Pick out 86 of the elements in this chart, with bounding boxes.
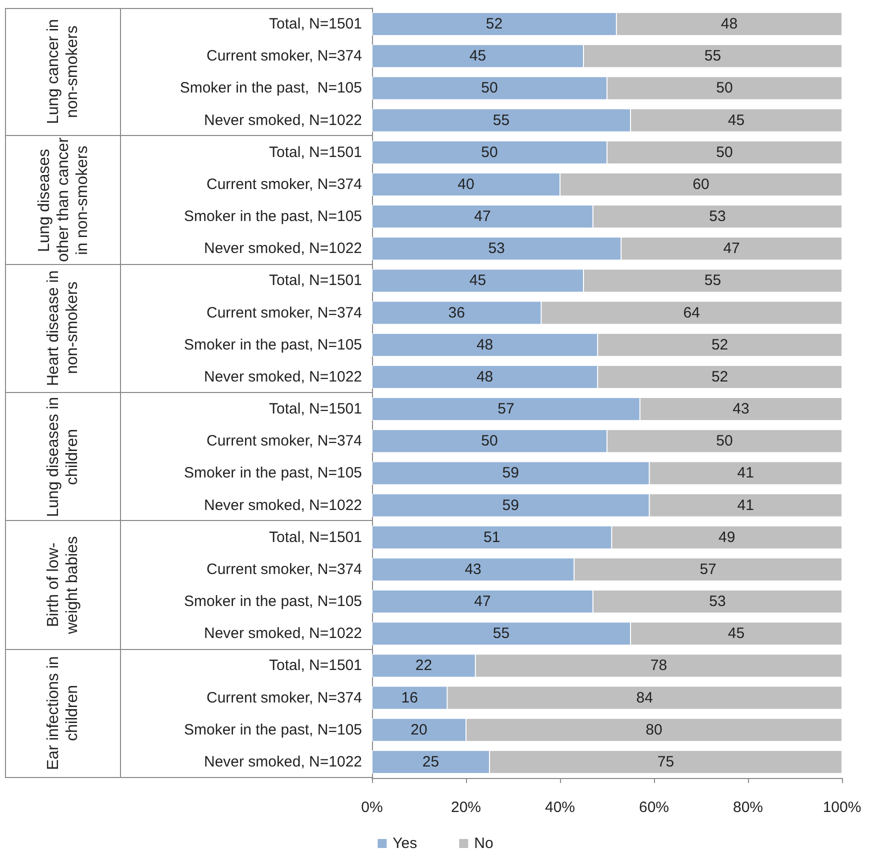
y-tick-label: Never smoked, N=1022 bbox=[204, 753, 362, 770]
x-tick-label: 100% bbox=[822, 799, 862, 816]
data-label: 57 bbox=[700, 560, 716, 578]
data-label: 78 bbox=[650, 657, 668, 674]
y-tick-label: Total, N=1501 bbox=[269, 528, 362, 546]
data-label: 60 bbox=[692, 176, 710, 193]
y-tick-label: Smoker in the past, N=105 bbox=[184, 208, 362, 226]
text: Lung diseases in children bbox=[44, 396, 82, 519]
y-tick-label: Current smoker, N=374 bbox=[206, 432, 362, 450]
text: Ear infections in children bbox=[44, 655, 82, 772]
y-tick-label: Never smoked, N=1022 bbox=[204, 496, 362, 514]
data-label: 47 bbox=[723, 240, 740, 258]
data-label: 80 bbox=[646, 721, 662, 738]
data-label: 53 bbox=[709, 593, 726, 610]
data-label: 50 bbox=[481, 432, 498, 450]
y-tick-label: Current smoker, N=374 bbox=[206, 560, 362, 578]
text: Heart disease in non-smokers bbox=[44, 270, 82, 388]
x-tick-label: 80% bbox=[732, 799, 764, 816]
y-tick-label: Current smoker, N=374 bbox=[206, 48, 362, 65]
data-label: 43 bbox=[464, 560, 482, 578]
y-tick-label: Smoker in the past, N=105 bbox=[184, 464, 362, 482]
data-label: 48 bbox=[476, 336, 494, 354]
y-tick-label: Total, N=1501 bbox=[269, 400, 362, 418]
data-label: 25 bbox=[422, 753, 440, 770]
data-label: 45 bbox=[728, 112, 745, 129]
y-tick-label: Never smoked, N=1022 bbox=[204, 112, 362, 129]
data-label: 20 bbox=[410, 721, 428, 738]
y-tick-label: Total, N=1501 bbox=[269, 272, 362, 290]
data-label: 36 bbox=[448, 304, 465, 322]
legend-label: No bbox=[474, 835, 494, 852]
y-tick-label: Smoker in the past, N=105 bbox=[184, 721, 362, 738]
y-tick-label: Current smoker, N=374 bbox=[206, 689, 362, 706]
data-label: 84 bbox=[636, 689, 653, 706]
data-label: 22 bbox=[415, 657, 432, 674]
data-label: 50 bbox=[716, 80, 733, 97]
text: Lung cancer in non-smokers bbox=[44, 18, 82, 127]
data-label: 52 bbox=[711, 368, 728, 386]
data-label: 16 bbox=[401, 689, 418, 706]
data-label: 48 bbox=[476, 368, 494, 386]
data-label: 52 bbox=[486, 16, 503, 33]
data-label: 57 bbox=[498, 400, 514, 418]
data-label: 50 bbox=[481, 144, 498, 161]
y-tick-label: Smoker in the past, N=105 bbox=[184, 593, 362, 610]
y-tick-label: Smoker in the past, N=105 bbox=[184, 336, 362, 354]
data-label: 50 bbox=[716, 144, 733, 161]
data-label: 53 bbox=[488, 240, 505, 258]
data-label: 45 bbox=[469, 272, 486, 290]
data-label: 52 bbox=[711, 336, 728, 354]
data-label: 48 bbox=[720, 16, 738, 33]
data-label: 40 bbox=[458, 176, 474, 193]
data-label: 55 bbox=[492, 112, 510, 129]
data-label: 59 bbox=[502, 496, 519, 514]
y-tick-label: Never smoked, N=1022 bbox=[204, 368, 362, 386]
data-label: 55 bbox=[492, 625, 510, 642]
y-tick-label: Current smoker, N=374 bbox=[206, 176, 362, 193]
y-tick-label: Total, N=1501 bbox=[269, 657, 362, 674]
y-tick-label: Total, N=1501 bbox=[269, 16, 362, 33]
x-tick-label: 60% bbox=[638, 799, 670, 816]
data-label: 47 bbox=[474, 208, 491, 226]
data-label: 50 bbox=[481, 80, 498, 97]
text: Birth of low-weight babies bbox=[44, 535, 82, 636]
x-tick-label: 20% bbox=[450, 799, 482, 816]
y-tick-label: Current smoker, N=374 bbox=[206, 304, 362, 322]
data-label: 50 bbox=[716, 432, 733, 450]
data-label: 75 bbox=[657, 753, 674, 770]
data-label: 53 bbox=[709, 208, 726, 226]
y-tick-label: Never smoked, N=1022 bbox=[204, 625, 362, 642]
y-tick-label: Never smoked, N=1022 bbox=[204, 240, 362, 258]
data-label: 45 bbox=[728, 625, 745, 642]
text: Lung diseases other than cancer in non-smokers bbox=[34, 136, 92, 263]
y-tick-label: Total, N=1501 bbox=[269, 144, 362, 161]
data-label: 49 bbox=[718, 528, 736, 546]
data-label: 51 bbox=[484, 528, 500, 546]
data-label: 41 bbox=[737, 496, 754, 514]
data-label: 55 bbox=[704, 272, 722, 290]
data-label: 43 bbox=[732, 400, 750, 418]
y-tick-label: Smoker in the past, N=105 bbox=[180, 80, 362, 97]
x-tick-label: 40% bbox=[544, 799, 576, 816]
data-label: 59 bbox=[502, 464, 519, 482]
data-label: 41 bbox=[737, 464, 754, 482]
legend-label: Yes bbox=[392, 835, 418, 852]
data-label: 55 bbox=[704, 48, 722, 65]
data-label: 47 bbox=[474, 593, 491, 610]
data-label: 45 bbox=[469, 48, 486, 65]
x-tick-label: 0% bbox=[361, 799, 383, 816]
data-label: 64 bbox=[683, 304, 700, 322]
